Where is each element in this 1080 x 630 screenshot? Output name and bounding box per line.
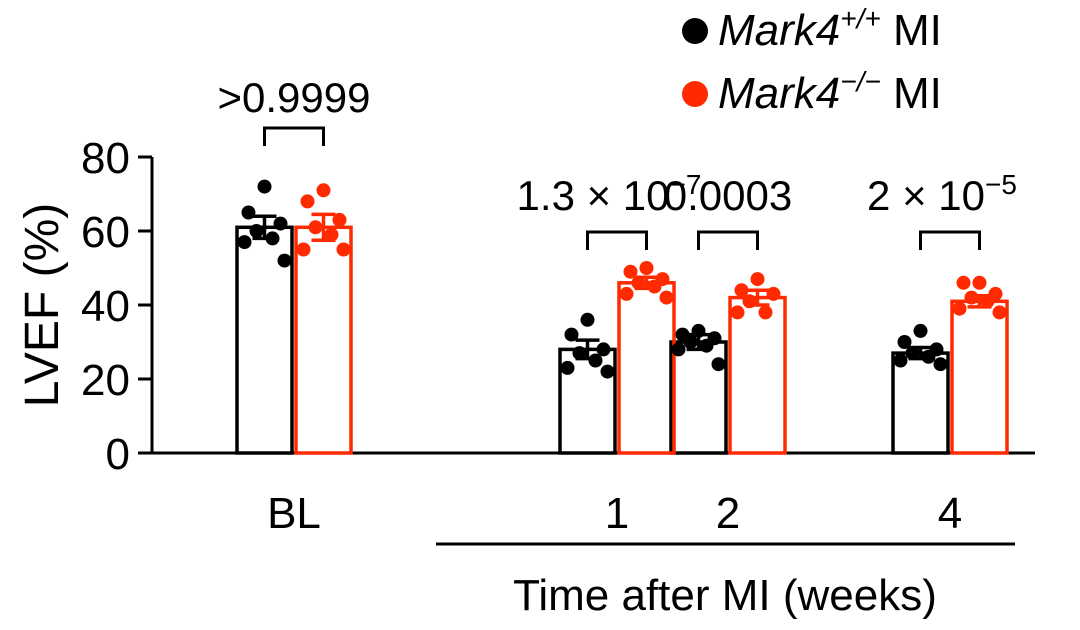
y-tick-label: 60 [81, 208, 130, 257]
data-point [980, 294, 995, 309]
bars [235, 212, 1009, 455]
data-point [683, 335, 698, 349]
y-tick-label: 0 [106, 430, 130, 479]
x-tick-label: 1 [605, 489, 629, 538]
data-point [758, 305, 773, 320]
x-tick-label: 2 [716, 489, 740, 538]
data-point [734, 283, 749, 298]
data-point [913, 323, 928, 338]
legend-marker [682, 81, 708, 107]
data-point [921, 349, 936, 364]
data-point [560, 360, 575, 375]
data-point [332, 212, 347, 227]
data-point [596, 342, 611, 357]
legend-marker [682, 18, 708, 44]
data-point [249, 224, 264, 238]
data-point [588, 353, 603, 368]
data-point [905, 346, 920, 361]
data-point [265, 231, 280, 246]
data-point [730, 305, 745, 320]
data-point [711, 357, 726, 372]
data-point [277, 253, 292, 268]
significance-bracket [697, 230, 759, 250]
data-point [933, 357, 948, 372]
data-point [659, 290, 674, 305]
data-point [766, 286, 781, 301]
significance-bracket [586, 230, 648, 250]
data-point [257, 179, 272, 194]
significance-bracket [919, 230, 981, 250]
bar [617, 281, 676, 455]
data-point [336, 242, 351, 257]
legend-label: Mark4−/− MI [718, 66, 942, 118]
data-point [324, 227, 339, 242]
data-point [273, 216, 288, 231]
data-point [691, 323, 706, 338]
x-tick-label: 4 [938, 489, 962, 538]
data-point [631, 275, 646, 290]
x-axis-label: Time after MI (weeks) [513, 571, 937, 620]
data-point [952, 301, 967, 316]
data-point [742, 294, 757, 309]
y-axis-label: LVEF (%) [16, 203, 69, 407]
data-point [972, 275, 987, 290]
data-point [671, 342, 686, 357]
p-value-label: 0.0003 [664, 172, 792, 219]
data-point [647, 279, 662, 294]
legend-label: Mark4+/+ MI [718, 3, 942, 55]
data-point [619, 286, 634, 301]
data-point [699, 338, 714, 353]
data-point [241, 205, 256, 220]
axes: 0 20 40 60 80 BL 1 2 4 [81, 134, 1035, 546]
legend: Mark4+/+ MI Mark4−/− MI [682, 3, 942, 118]
data-point [623, 264, 638, 279]
y-tick-label: 20 [81, 356, 130, 405]
p-value-label: 2 × 10−5 [867, 169, 1017, 219]
bar [950, 299, 1009, 455]
data-point [992, 305, 1007, 320]
data-point [600, 364, 615, 379]
data-point [750, 272, 765, 287]
data-point [580, 312, 595, 327]
data-point [572, 346, 587, 361]
bar [294, 225, 353, 455]
data-point [300, 194, 315, 209]
significance-bracket [263, 126, 325, 146]
data-point [237, 235, 252, 250]
p-value-label: >0.9999 [218, 74, 371, 121]
y-tick-label: 40 [81, 282, 130, 331]
data-point [639, 261, 654, 275]
data-points [237, 179, 1007, 379]
data-point [564, 327, 579, 342]
bar [728, 295, 787, 455]
data-point [956, 275, 971, 290]
data-point [964, 290, 979, 305]
y-tick-label: 80 [81, 134, 130, 183]
data-point [308, 220, 323, 235]
data-point [893, 353, 908, 368]
data-point [316, 183, 331, 198]
data-point [296, 242, 311, 257]
x-tick-label: BL [267, 489, 321, 538]
data-point [897, 335, 912, 349]
